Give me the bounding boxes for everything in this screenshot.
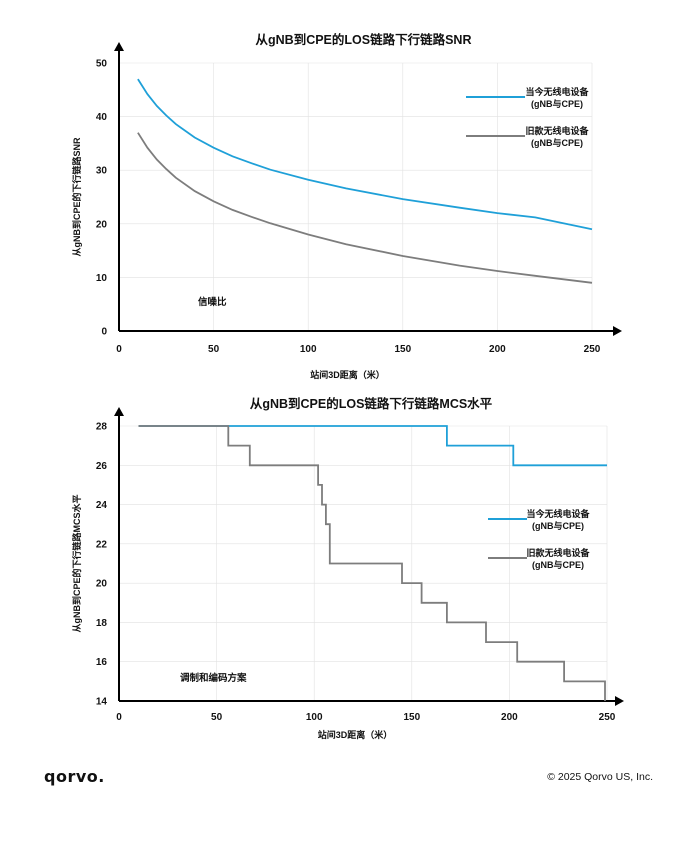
series-line-legacy-radio [137, 132, 593, 284]
y-tick-label: 20 [96, 579, 108, 590]
x-axis-label: 站间3D距离（米） [318, 729, 393, 740]
x-tick-label: 100 [306, 712, 323, 723]
x-tick-label: 250 [599, 712, 616, 723]
x-tick-label: 200 [489, 344, 506, 355]
x-tick-label: 50 [211, 712, 223, 723]
y-tick-label: 22 [96, 539, 108, 550]
y-tick-label: 18 [96, 618, 108, 629]
x-tick-label: 100 [300, 344, 317, 355]
legend-sublabel: (gNB与CPE) [532, 520, 584, 531]
y-tick-label: 20 [96, 219, 108, 230]
x-tick-label: 0 [116, 712, 122, 723]
y-tick-label: 50 [96, 59, 108, 70]
chart-title: 从gNB到CPE的LOS链路下行链路MCS水平 [250, 396, 493, 411]
x-tick-label: 250 [584, 344, 601, 355]
y-tick-label: 14 [96, 697, 108, 708]
legend-label: 当今无线电设备 [526, 508, 590, 519]
legend-sublabel: (gNB与CPE) [531, 98, 583, 109]
legend-sublabel: (gNB与CPE) [531, 137, 583, 148]
x-axis-arrow-icon [615, 696, 624, 706]
y-axis-label: 从gNB到CPE的下行链路MCS水平 [71, 494, 82, 632]
qorvo-logo: qorvo. [44, 767, 105, 786]
series-line-current-radio [137, 78, 593, 231]
y-axis-arrow-icon [114, 42, 124, 51]
y-axis-label: 从gNB到CPE的下行链路SNR [71, 137, 82, 257]
y-tick-label: 28 [96, 422, 108, 433]
legend-label: 旧款无线电设备 [525, 125, 589, 136]
x-axis-label: 站间3D距离（米） [310, 369, 385, 380]
y-tick-label: 0 [101, 327, 107, 338]
series-line-current-radio [138, 425, 607, 467]
chart-annotation: 调制和编码方案 [180, 672, 247, 684]
x-tick-label: 200 [501, 712, 518, 723]
y-tick-label: 10 [96, 273, 108, 284]
legend-sublabel: (gNB与CPE) [532, 559, 584, 570]
x-axis-arrow-icon [613, 326, 622, 336]
y-tick-label: 24 [96, 500, 108, 511]
x-tick-label: 150 [394, 344, 411, 355]
x-tick-label: 50 [208, 344, 220, 355]
y-axis-arrow-icon [114, 407, 124, 416]
legend-label: 旧款无线电设备 [526, 547, 590, 558]
y-tick-label: 26 [96, 461, 108, 472]
chart-title: 从gNB到CPE的LOS链路下行链路SNR [256, 32, 472, 47]
chart-snr: 从gNB到CPE的LOS链路下行链路SNR 0 50 100 150 200 250 0 10 2… [71, 32, 622, 380]
chart-mcs: 从gNB到CPE的LOS链路下行链路MCS水平 0 50 100 150 200 250 14… [71, 396, 624, 740]
x-tick-label: 150 [403, 712, 420, 723]
series-line-legacy-radio [138, 425, 606, 701]
chart-annotation: 信噪比 [198, 296, 227, 308]
y-tick-label: 30 [96, 166, 108, 177]
legend-label: 当今无线电设备 [525, 86, 589, 97]
y-tick-label: 40 [96, 112, 108, 123]
x-tick-label: 0 [116, 344, 122, 355]
copyright-text: © 2025 Qorvo US, Inc. [547, 771, 653, 783]
y-tick-label: 16 [96, 657, 108, 668]
